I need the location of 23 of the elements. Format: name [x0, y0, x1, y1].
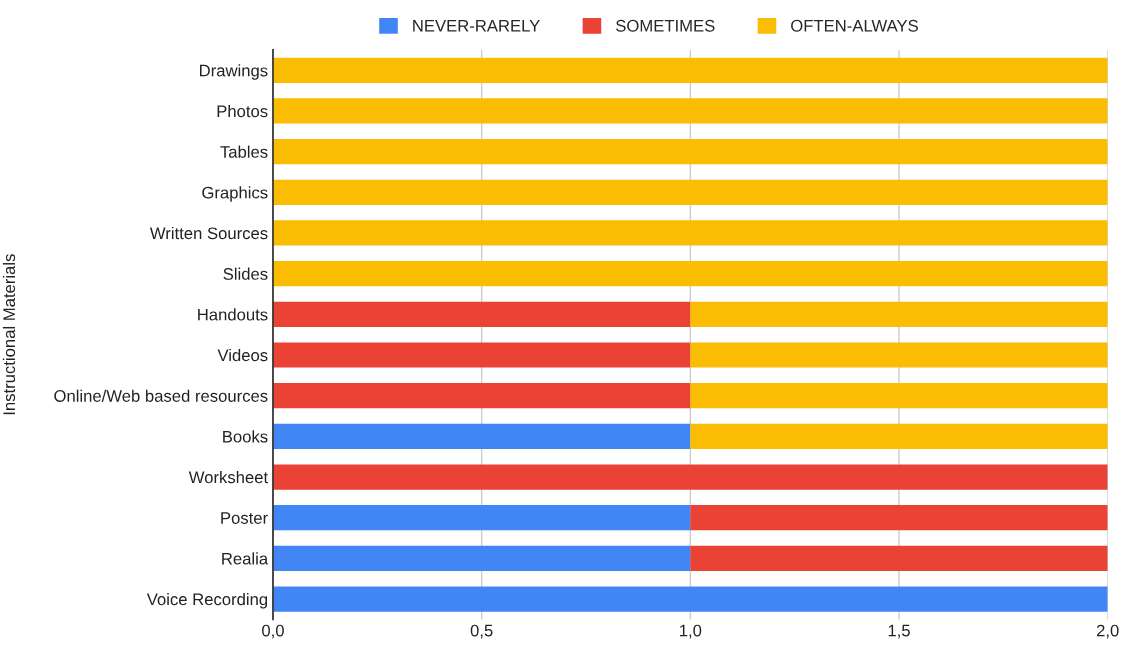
- y-tick-label: Worksheet: [188, 470, 268, 484]
- y-tick-label: Books: [223, 430, 268, 443]
- y-tick-label: Graphics: [202, 186, 268, 202]
- x-tick-label: 2,0: [1096, 624, 1119, 639]
- y-tick-label: Drawings: [200, 64, 268, 80]
- y-tick-label: Tables: [220, 145, 268, 158]
- y-tick-label: Realia: [222, 552, 269, 565]
- legend-label: SOMETIMES: [616, 19, 715, 32]
- legend-label: NEVER-RARELY: [413, 20, 540, 32]
- x-tick-label: 0,5: [470, 624, 493, 639]
- y-tick-label: Handouts: [198, 308, 268, 321]
- y-tick-label: Voice Recording: [146, 593, 268, 609]
- y-tick-label: Written Sources: [149, 226, 268, 240]
- y-tick-label: Videos: [217, 348, 268, 362]
- y-tick-label: Slides: [223, 267, 268, 280]
- x-tick-label: 1,5: [888, 624, 910, 639]
- x-tick-label: 0,0: [262, 624, 284, 639]
- y-axis-title: Instructional Materials: [2, 254, 16, 415]
- legend-label: OFTEN-ALWAYS: [791, 19, 918, 32]
- y-tick-label: Online/Web based resources: [54, 389, 268, 402]
- x-tick-label: 1,0: [680, 624, 702, 639]
- y-tick-label: Poster: [221, 512, 268, 524]
- y-tick-label: Photos: [217, 104, 268, 118]
